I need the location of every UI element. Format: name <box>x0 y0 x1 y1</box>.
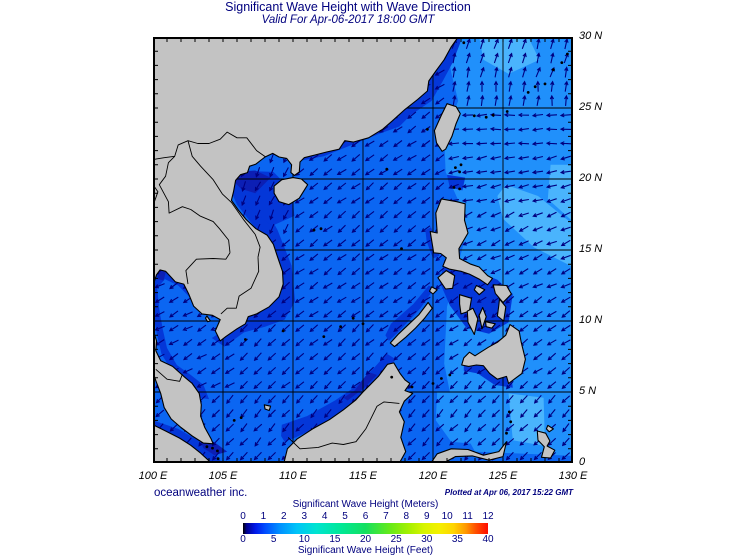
lat-tick-label: 15 N <box>579 243 603 255</box>
lat-tick-label: 0 <box>579 456 586 468</box>
feet-tick-label: 0 <box>240 534 246 545</box>
meters-tick-label: 9 <box>423 511 430 522</box>
chart-subtitle: Valid For Apr-06-2017 18:00 GMT <box>261 14 435 26</box>
title-block: Significant Wave Height with Wave Direct… <box>0 0 696 27</box>
feet-tick-label: 25 <box>390 534 402 545</box>
lat-tick-label: 5 N <box>579 385 597 397</box>
feet-tick-label: 5 <box>270 534 277 545</box>
lat-tick-label: 10 N <box>579 314 603 326</box>
lon-tick-label: 100 E <box>138 470 168 482</box>
meters-tick-label: 1 <box>260 511 267 522</box>
lat-tick-label: 30 N <box>579 30 603 42</box>
lat-tick-label: 20 N <box>579 172 603 184</box>
meters-tick-label: 5 <box>342 511 348 522</box>
meters-tick-label: 2 <box>281 511 287 522</box>
colorbar <box>243 523 488 534</box>
plotted-timestamp: Plotted at Apr 06, 2017 15:22 GMT <box>444 488 573 497</box>
lon-tick-label: 110 E <box>279 470 307 482</box>
meters-tick-label: 3 <box>301 511 308 522</box>
meters-tick-label: 12 <box>482 511 494 522</box>
feet-tick-label: 30 <box>421 534 433 545</box>
map-canvas <box>153 37 573 463</box>
feet-tick-label: 10 <box>298 534 310 545</box>
meters-tick-label: 8 <box>403 511 410 522</box>
feet-tick-label: 40 <box>482 534 494 545</box>
meters-tick-label: 10 <box>441 511 453 522</box>
lon-tick-label: 115 E <box>349 470 377 482</box>
meters-tick-label: 6 <box>362 511 369 522</box>
credit-oceanweather: oceanweather inc. <box>154 487 248 499</box>
feet-tick-label: 35 <box>451 534 463 545</box>
map-plot <box>153 37 573 463</box>
lat-tick-label: 25 N <box>579 101 603 113</box>
feet-tick-label: 20 <box>359 534 372 545</box>
meters-tick-label: 4 <box>321 511 328 522</box>
meters-tick-label: 0 <box>240 511 246 522</box>
lon-tick-label: 105 E <box>208 470 238 482</box>
meters-tick-label: 11 <box>462 511 473 522</box>
legend-title-feet: Significant Wave Height (Feet) <box>297 545 434 556</box>
feet-tick-label: 15 <box>329 534 341 545</box>
chart-title: Significant Wave Height with Wave Direct… <box>225 0 471 14</box>
lon-tick-label: 120 E <box>418 470 448 482</box>
meters-tick-label: 7 <box>383 511 389 522</box>
lon-tick-label: 125 E <box>488 470 518 482</box>
legend-title-meters: Significant Wave Height (Meters) <box>292 499 439 510</box>
lon-tick-label: 130 E <box>558 470 588 482</box>
